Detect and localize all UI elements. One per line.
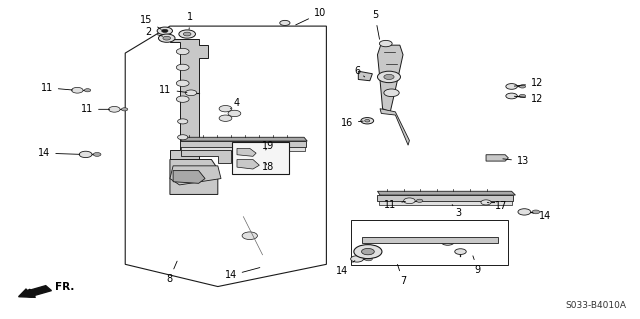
Polygon shape [379,201,511,205]
Text: 14: 14 [225,268,260,280]
Text: 10: 10 [296,8,326,25]
Text: FR.: FR. [55,283,74,293]
Circle shape [506,93,517,99]
Circle shape [354,245,382,259]
Circle shape [455,249,467,255]
Circle shape [177,135,188,140]
Text: 11: 11 [159,85,187,95]
Text: 8: 8 [166,261,177,284]
Circle shape [72,87,83,93]
Text: 9: 9 [473,256,481,275]
Circle shape [183,32,191,36]
Circle shape [219,106,232,112]
Text: 18: 18 [262,162,274,173]
Circle shape [365,257,372,261]
Circle shape [380,41,392,47]
Text: 12: 12 [515,78,543,88]
Polygon shape [170,166,221,185]
Polygon shape [173,171,205,183]
Polygon shape [358,71,372,81]
Text: 14: 14 [531,211,551,221]
Circle shape [79,151,92,158]
Text: 1: 1 [188,12,193,29]
Circle shape [177,119,188,124]
Text: 15: 15 [140,15,161,29]
Bar [232,142,289,174]
Circle shape [157,27,173,35]
Circle shape [163,36,171,40]
Text: 17: 17 [487,201,507,211]
FancyArrow shape [19,286,51,297]
Polygon shape [179,141,306,147]
Polygon shape [179,137,307,141]
Circle shape [176,80,189,86]
Circle shape [351,256,364,262]
Circle shape [176,96,189,102]
Polygon shape [237,148,256,156]
Circle shape [518,209,531,215]
Circle shape [93,152,101,156]
Polygon shape [180,147,305,151]
Polygon shape [378,45,403,112]
Text: 19: 19 [262,141,274,151]
Text: 11: 11 [40,83,73,93]
Polygon shape [378,191,515,195]
Polygon shape [170,160,218,195]
Circle shape [442,239,454,245]
Circle shape [362,249,374,255]
Circle shape [219,115,232,122]
Polygon shape [180,150,230,163]
Circle shape [417,199,423,202]
Bar [351,220,508,265]
Polygon shape [237,160,259,169]
Circle shape [384,89,399,97]
Polygon shape [378,195,513,201]
Polygon shape [362,237,497,243]
Circle shape [532,210,540,214]
Polygon shape [170,39,208,160]
Text: 11: 11 [81,104,109,114]
Circle shape [519,94,525,98]
Text: 16: 16 [340,118,364,128]
Circle shape [162,29,168,33]
Circle shape [176,48,189,55]
Text: 13: 13 [503,156,529,166]
Circle shape [176,64,189,70]
Text: 14: 14 [38,148,79,158]
Circle shape [159,34,175,42]
Text: 3: 3 [452,204,461,219]
Text: 5: 5 [372,10,380,39]
Text: 7: 7 [397,264,406,286]
Circle shape [185,90,196,96]
Circle shape [228,110,241,117]
Polygon shape [486,155,508,161]
Circle shape [378,71,401,83]
Circle shape [384,74,394,79]
Circle shape [365,120,370,122]
Text: 14: 14 [335,261,355,276]
Circle shape [361,118,374,124]
Text: 12: 12 [515,93,543,104]
Polygon shape [380,109,410,145]
Circle shape [280,20,290,26]
Circle shape [122,108,128,111]
Circle shape [179,30,195,38]
Circle shape [506,84,517,89]
Circle shape [481,200,491,205]
Circle shape [519,85,525,88]
Circle shape [404,198,415,204]
Text: 11: 11 [384,200,405,210]
Circle shape [242,232,257,240]
Circle shape [109,107,120,112]
Text: 2: 2 [146,27,163,37]
Text: 4: 4 [230,98,240,109]
Text: S033-B4010A: S033-B4010A [566,301,627,310]
Circle shape [84,89,91,92]
Text: 6: 6 [355,66,365,77]
